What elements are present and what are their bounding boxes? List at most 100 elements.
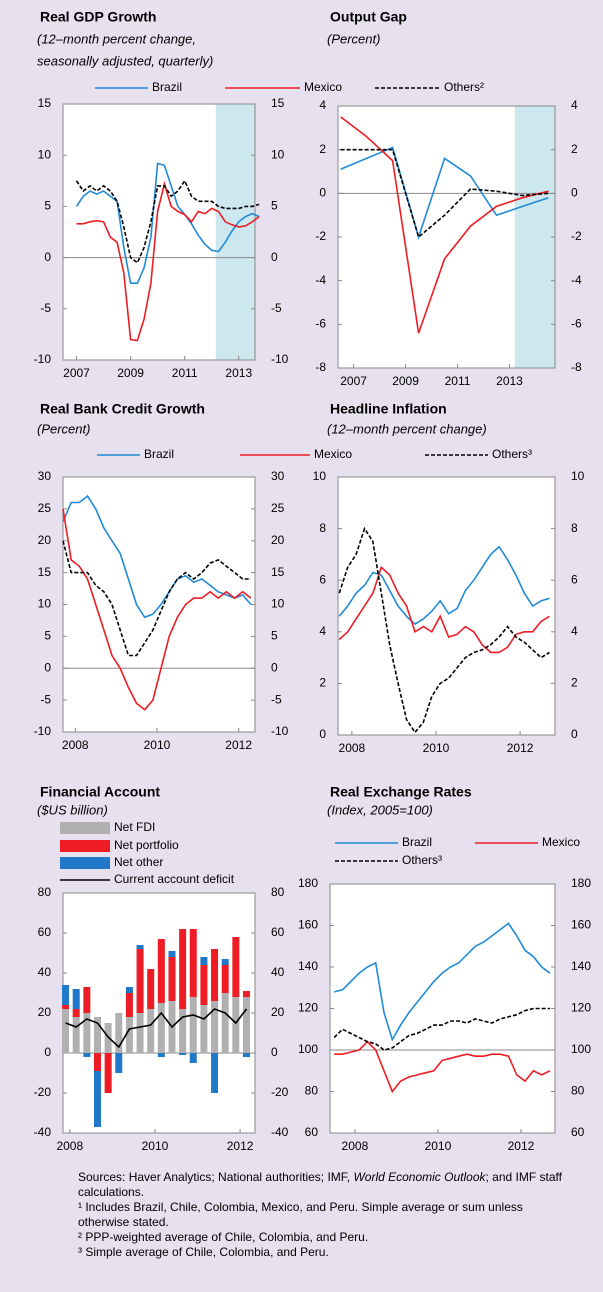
x-tick-label: 2012 — [507, 741, 534, 755]
y2-tick-label: 15 — [271, 96, 285, 110]
x-tick-label: 2012 — [508, 1139, 535, 1153]
series-line — [340, 146, 549, 240]
bar-segment — [136, 1013, 144, 1053]
y-tick-label: 0 — [319, 186, 326, 200]
legend-label: Others² — [444, 80, 484, 94]
y-tick-label: 20 — [38, 533, 52, 547]
legend-label: Others³ — [402, 853, 442, 867]
series-line — [75, 162, 260, 284]
y-tick-label: 0 — [44, 660, 51, 674]
y2-tick-label: 60 — [571, 1125, 585, 1139]
y2-tick-label: -4 — [571, 273, 582, 287]
y-tick-label: 4 — [319, 98, 326, 112]
y-tick-label: -10 — [34, 352, 52, 366]
series-line — [76, 180, 260, 342]
bar-segment — [104, 1053, 112, 1093]
chart-subtitle: (Percent) — [37, 421, 90, 436]
bar-segment — [136, 949, 144, 1013]
y2-tick-label: 10 — [571, 469, 585, 483]
chart-title: Real Exchange Rates — [330, 784, 472, 800]
y2-tick-label: 4 — [571, 624, 578, 638]
y2-tick-label: 0 — [271, 250, 278, 264]
y2-tick-label: 10 — [271, 147, 285, 161]
note: ³ Simple average of Chile, Colombia, and… — [78, 1245, 329, 1259]
y2-tick-label: 5 — [271, 199, 278, 213]
x-tick-label: 2009 — [392, 374, 419, 388]
y-tick-label: 15 — [38, 565, 52, 579]
plot-area — [62, 476, 256, 733]
bar-segment — [157, 939, 165, 1003]
chart-subtitle: seasonally adjusted, quarterly) — [37, 53, 213, 68]
legend-label: Net FDI — [114, 820, 155, 834]
bar-segment — [62, 1009, 70, 1053]
y2-tick-label: -8 — [571, 360, 582, 374]
sources: Sources: Haver Analytics; National autho… — [78, 1170, 573, 1200]
bar-segment — [211, 1053, 219, 1093]
y-tick-label: 30 — [38, 469, 52, 483]
x-tick-label: 2007 — [340, 374, 367, 388]
y-tick-label: 100 — [298, 1042, 318, 1056]
y2-tick-label: 8 — [571, 521, 578, 535]
bar-segment — [93, 1071, 101, 1127]
chart-subtitle: (12–month percent change, — [37, 31, 196, 46]
y-tick-label: 180 — [298, 876, 318, 890]
y-tick-label: 80 — [305, 1084, 319, 1098]
series-line — [333, 1007, 550, 1051]
y2-tick-label: 80 — [571, 1084, 585, 1098]
legend-swatch — [60, 857, 110, 869]
y-tick-label: 6 — [319, 572, 326, 586]
bar-segment — [157, 1003, 165, 1053]
y-tick-label: -20 — [34, 1085, 52, 1099]
y2-tick-label: -5 — [271, 301, 282, 315]
y-tick-label: -4 — [315, 273, 326, 287]
x-tick-label: 2013 — [225, 366, 252, 380]
bar-segment — [242, 997, 250, 1053]
bar-segment — [93, 1017, 101, 1053]
x-tick-label: 2011 — [445, 374, 471, 388]
bar-segment — [221, 993, 229, 1053]
legend-label: Mexico — [314, 447, 352, 461]
series-line — [75, 179, 260, 264]
y2-tick-label: 15 — [271, 565, 285, 579]
bar-segment — [62, 985, 70, 1005]
bar-segment — [93, 1053, 101, 1071]
y2-tick-label: -6 — [571, 317, 582, 331]
bar-segment — [125, 1017, 133, 1053]
bar-segment — [168, 951, 176, 957]
y-tick-label: 10 — [38, 597, 52, 611]
y-tick-label: 15 — [38, 96, 52, 110]
legend-label: Brazil — [144, 447, 174, 461]
bar-segment — [157, 1053, 165, 1057]
y-tick-label: -8 — [315, 360, 326, 374]
legend-swatch — [60, 822, 110, 834]
y2-tick-label: 4 — [571, 98, 578, 112]
y-tick-label: 0 — [44, 1045, 51, 1059]
y2-tick-label: -10 — [271, 724, 289, 738]
bar-segment — [125, 993, 133, 1017]
sources-text: ; and IMF staff calculations. — [78, 1170, 562, 1199]
y2-tick-label: -40 — [271, 1125, 289, 1139]
y-tick-label: 140 — [298, 959, 318, 973]
bar-segment — [115, 1013, 123, 1053]
plot-area — [337, 476, 556, 736]
series-line — [340, 148, 549, 239]
series-line — [62, 508, 252, 711]
chart-title: Headline Inflation — [330, 401, 447, 417]
bar-segment — [200, 965, 208, 1005]
y2-tick-label: 0 — [571, 727, 578, 741]
series-line — [338, 565, 550, 654]
y2-tick-label: 2 — [571, 142, 578, 156]
legend-label: Others³ — [492, 447, 532, 461]
bar-segment — [242, 1053, 250, 1057]
legend-label: Mexico — [304, 80, 342, 94]
bar-segment — [115, 1053, 123, 1073]
footnotes: Sources: Haver Analytics; National autho… — [78, 1170, 573, 1260]
bar-segment — [72, 1009, 80, 1017]
series-line — [338, 545, 550, 626]
y-tick-label: 160 — [298, 918, 318, 932]
bar-segment — [232, 997, 240, 1053]
y2-tick-label: 20 — [271, 1005, 285, 1019]
bar-segment — [211, 949, 219, 1001]
y-tick-label: 5 — [44, 199, 51, 213]
y-tick-label: 60 — [305, 1125, 319, 1139]
